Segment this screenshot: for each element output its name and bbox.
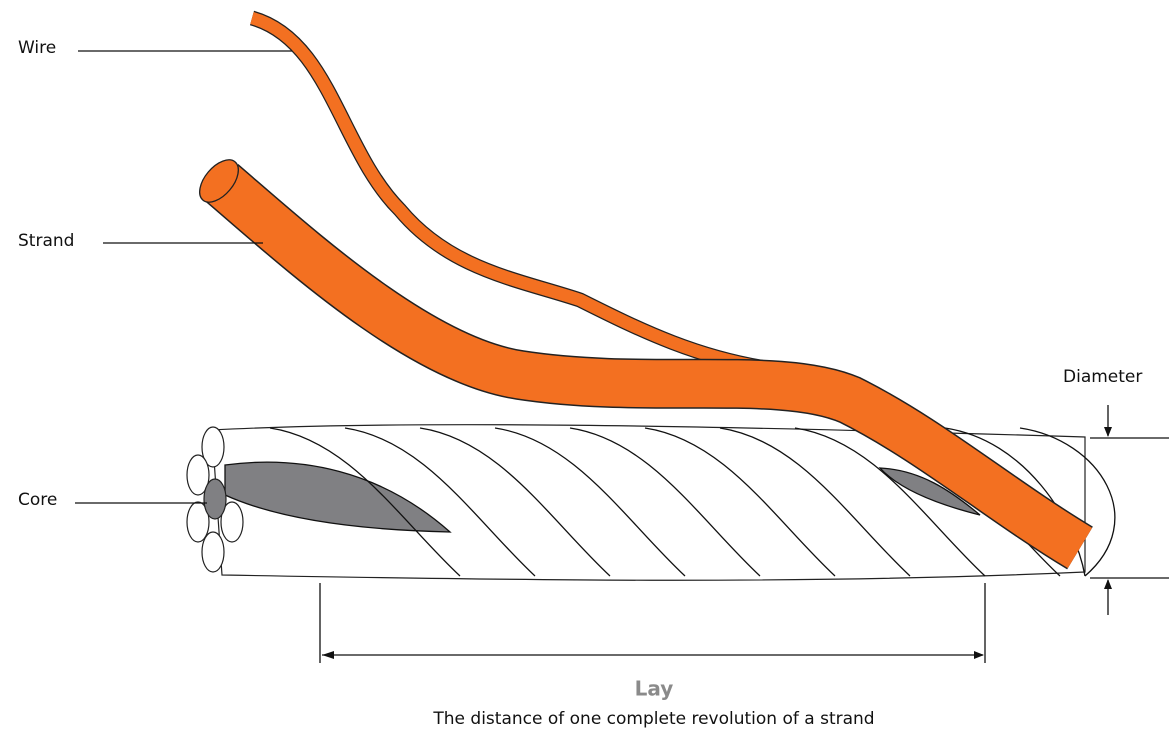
- helix-line: [494, 427, 686, 577]
- label-core: Core: [18, 490, 57, 510]
- helix-line: [269, 427, 461, 577]
- helix-line: [644, 427, 836, 577]
- helix-line: [344, 427, 536, 577]
- helix-line: [569, 427, 761, 577]
- label-wire: Wire: [18, 38, 56, 58]
- label-diameter: Diameter: [1063, 367, 1142, 387]
- helix-line: [419, 427, 611, 577]
- helix-line: [1019, 427, 1116, 577]
- rope-end: [186, 426, 244, 573]
- lay-dimension: [319, 583, 986, 663]
- helix-line: [794, 427, 986, 577]
- helix-line: [944, 427, 1086, 577]
- label-strand: Strand: [18, 231, 74, 251]
- helix-lines: [269, 427, 1116, 577]
- lay-description: The distance of one complete revolution …: [432, 709, 874, 729]
- strand: [199, 159, 1093, 570]
- diameter-dimension: [1090, 405, 1169, 615]
- helix-line: [719, 427, 911, 577]
- lay-title: Lay: [635, 677, 674, 701]
- rope: [186, 424, 1116, 581]
